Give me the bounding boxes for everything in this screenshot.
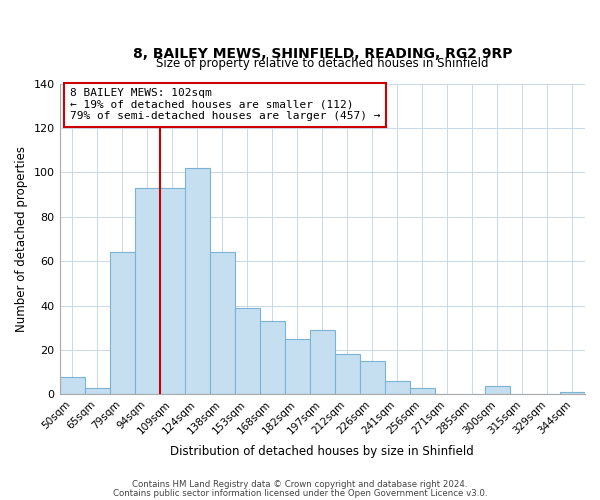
Bar (285, 339, 310, 394)
Bar (160, 188, 185, 394)
Title: 8, BAILEY MEWS, SHINFIELD, READING, RG2 9RP: 8, BAILEY MEWS, SHINFIELD, READING, RG2 … (133, 48, 512, 62)
Text: Size of property relative to detached houses in Shinfield: Size of property relative to detached ho… (156, 56, 488, 70)
Bar (310, 330, 335, 394)
X-axis label: Distribution of detached houses by size in Shinfield: Distribution of detached houses by size … (170, 444, 474, 458)
Text: 8 BAILEY MEWS: 102sqm
← 19% of detached houses are smaller (112)
79% of semi-det: 8 BAILEY MEWS: 102sqm ← 19% of detached … (70, 88, 380, 122)
Bar (360, 361, 385, 394)
Bar (235, 308, 260, 394)
Text: Contains HM Land Registry data © Crown copyright and database right 2024.: Contains HM Land Registry data © Crown c… (132, 480, 468, 489)
Bar (185, 168, 209, 394)
Bar (209, 252, 235, 394)
Y-axis label: Number of detached properties: Number of detached properties (15, 146, 28, 332)
Bar (85, 388, 110, 394)
Bar (59, 376, 85, 394)
Bar (110, 252, 134, 394)
Bar (385, 381, 410, 394)
Bar (485, 386, 510, 394)
Text: Contains public sector information licensed under the Open Government Licence v3: Contains public sector information licen… (113, 488, 487, 498)
Bar (260, 321, 285, 394)
Bar (410, 388, 435, 394)
Bar (335, 354, 360, 395)
Bar (134, 188, 160, 394)
Bar (560, 392, 585, 394)
